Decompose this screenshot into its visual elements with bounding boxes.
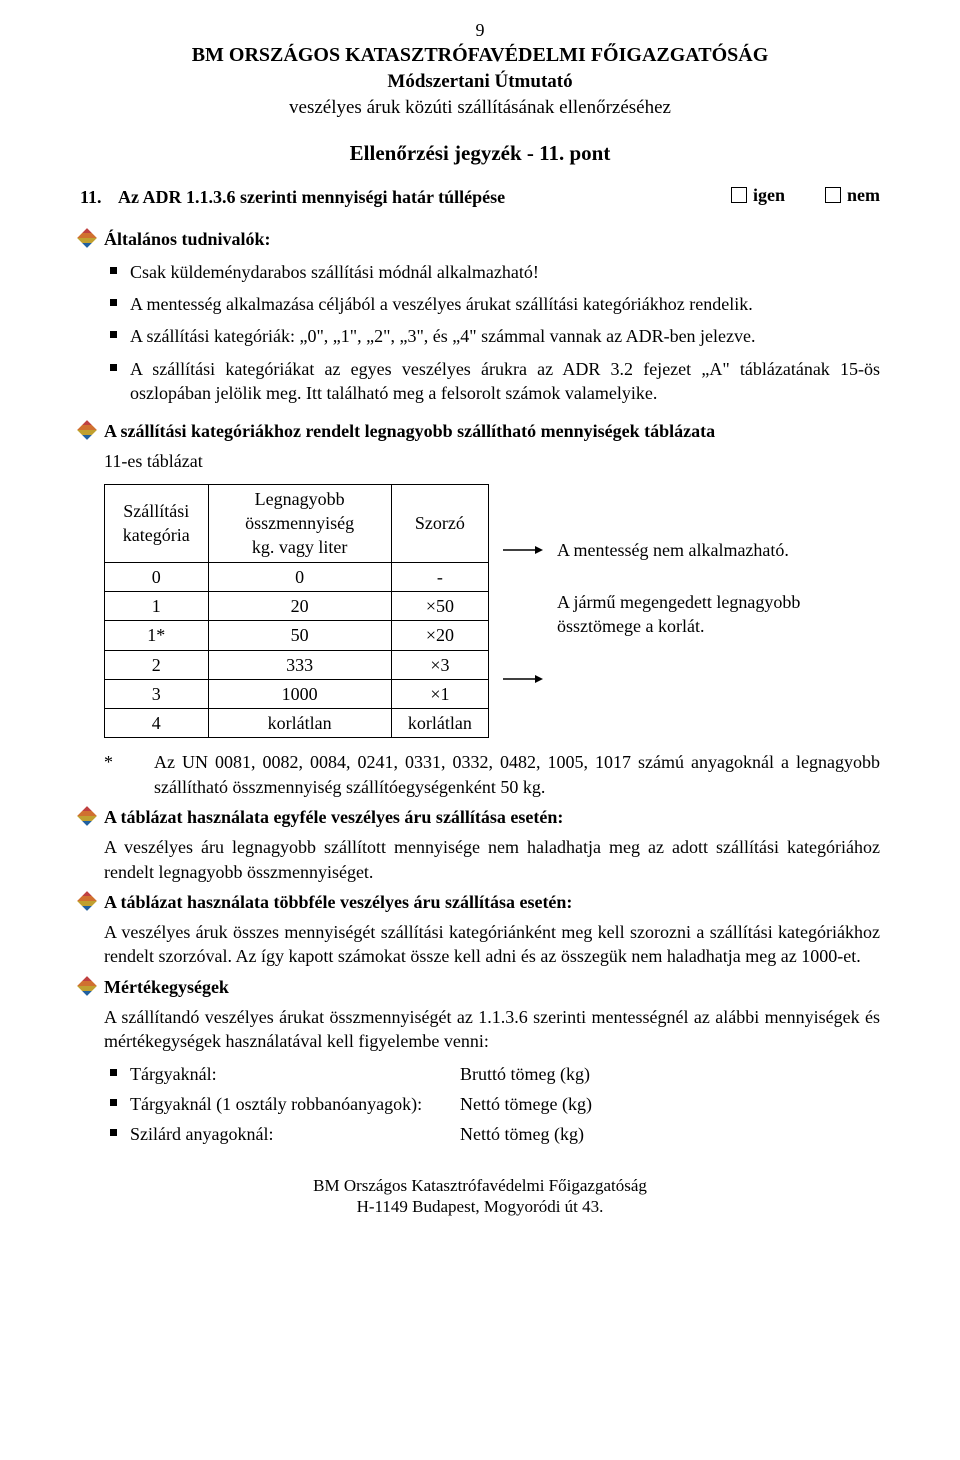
units-value: Nettó tömeg (kg) — [460, 1122, 584, 1146]
section-multi-title: A táblázat használata többféle veszélyes… — [104, 890, 880, 914]
units-label: Szilárd anyagoknál: — [130, 1122, 460, 1146]
list-item: A szállítási kategóriák: „0", „1", „2", … — [130, 324, 880, 348]
annotation-arrows-icon — [503, 484, 543, 694]
category-table: Szállításikategória Legnagyobb összmenny… — [104, 484, 489, 739]
list-item: A szállítási kategóriákat az egyes veszé… — [130, 357, 880, 406]
table-row: 1*50×20 — [105, 621, 489, 650]
diamond-bullet-icon — [77, 976, 97, 996]
section-units-intro: A szállítandó veszélyes árukat összmenny… — [104, 1005, 880, 1054]
page-footer: BM Országos Katasztrófavédelmi Főigazgat… — [80, 1175, 880, 1218]
list-item: Csak küldeménydarabos szállítási módnál … — [130, 260, 880, 284]
table-row: 2333×3 — [105, 650, 489, 679]
units-value: Nettó tömege (kg) — [460, 1092, 592, 1116]
section-multi-use: A táblázat használata többféle veszélyes… — [80, 890, 880, 969]
units-row: Tárgyaknál: Bruttó tömeg (kg) — [104, 1062, 880, 1086]
page-number: 9 — [80, 18, 880, 42]
question-text: Az ADR 1.1.3.6 szerinti mennyiségi határ… — [118, 185, 731, 209]
option-no-label: nem — [847, 183, 880, 207]
checklist-title: Ellenőrzési jegyzék - 11. pont — [80, 139, 880, 167]
document-header: BM ORSZÁGOS KATASZTRÓFAVÉDELMI FŐIGAZGAT… — [80, 42, 880, 120]
diamond-bullet-icon — [77, 228, 97, 248]
annotation-1: A mentesség nem alkalmazható. — [557, 538, 880, 562]
header-subtitle-2: veszélyes áruk közúti szállításának elle… — [80, 95, 880, 121]
table-header-row: Szállításikategória Legnagyobb összmenny… — [105, 484, 489, 562]
list-item: A mentesség alkalmazása céljából a veszé… — [130, 292, 880, 316]
section-table: A szállítási kategóriákhoz rendelt legna… — [80, 419, 880, 799]
general-bullet-list: Csak küldeménydarabos szállítási módnál … — [104, 260, 880, 405]
table-annotations: A mentesség nem alkalmazható. A jármű me… — [557, 484, 880, 639]
units-row: Tárgyaknál (1 osztály robbanóanyagok): N… — [104, 1092, 880, 1116]
table-row: 4korlátlankorlátlan — [105, 709, 489, 738]
table-row: 31000×1 — [105, 679, 489, 708]
units-label: Tárgyaknál (1 osztály robbanóanyagok): — [130, 1092, 460, 1116]
table-header-cell: Szorzó — [391, 484, 488, 562]
footnote-text: Az UN 0081, 0082, 0084, 0241, 0331, 0332… — [154, 750, 880, 799]
footnote-marker: * — [104, 750, 134, 799]
section-units: Mértékegységek A szállítandó veszélyes á… — [80, 975, 880, 1153]
option-yes-label: igen — [753, 183, 785, 207]
diamond-bullet-icon — [77, 806, 97, 826]
question-number: 11. — [80, 185, 118, 209]
units-value: Bruttó tömeg (kg) — [460, 1062, 590, 1086]
footer-line-1: BM Országos Katasztrófavédelmi Főigazgat… — [80, 1175, 880, 1196]
checkbox-icon — [825, 187, 841, 203]
question-options: igen nem — [731, 183, 880, 207]
header-subtitle-1: Módszertani Útmutató — [80, 69, 880, 95]
diamond-bullet-icon — [77, 420, 97, 440]
section-units-title: Mértékegységek — [104, 975, 880, 999]
checkbox-icon — [731, 187, 747, 203]
header-org: BM ORSZÁGOS KATASZTRÓFAVÉDELMI FŐIGAZGAT… — [80, 42, 880, 69]
table-row: 00- — [105, 562, 489, 591]
table-caption: 11-es táblázat — [104, 449, 880, 473]
table-footnote: * Az UN 0081, 0082, 0084, 0241, 0331, 03… — [104, 750, 880, 799]
option-yes[interactable]: igen — [731, 183, 785, 207]
table-header-cell: Legnagyobb összmennyiségkg. vagy liter — [208, 484, 391, 562]
section-multi-body: A veszélyes áruk összes mennyiségét szál… — [104, 920, 880, 969]
section-single-use: A táblázat használata egyféle veszélyes … — [80, 805, 880, 884]
section-general-title: Általános tudnivalók: — [104, 227, 880, 251]
table-header-cell: Szállításikategória — [105, 484, 209, 562]
footer-line-2: H-1149 Budapest, Mogyoródi út 43. — [80, 1196, 880, 1217]
section-table-title: A szállítási kategóriákhoz rendelt legna… — [104, 419, 880, 443]
table-row: 120×50 — [105, 591, 489, 620]
units-label: Tárgyaknál: — [130, 1062, 460, 1086]
diamond-bullet-icon — [77, 891, 97, 911]
section-single-body: A veszélyes áru legnagyobb szállított me… — [104, 835, 880, 884]
units-row: Szilárd anyagoknál: Nettó tömeg (kg) — [104, 1122, 880, 1146]
question-row: 11. Az ADR 1.1.3.6 szerinti mennyiségi h… — [80, 183, 880, 209]
section-general: Általános tudnivalók: Csak küldeménydara… — [80, 227, 880, 413]
annotation-2: A jármű megengedett legnagyobb össztömeg… — [557, 590, 880, 639]
section-single-title: A táblázat használata egyféle veszélyes … — [104, 805, 880, 829]
option-no[interactable]: nem — [825, 183, 880, 207]
